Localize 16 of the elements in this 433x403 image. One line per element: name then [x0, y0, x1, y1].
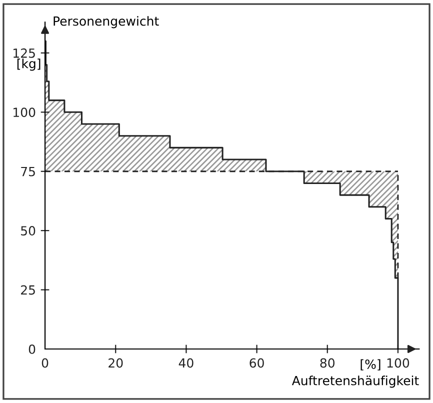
- y-axis-title: Personengewicht: [54, 16, 159, 28]
- text: [kg]: [17, 58, 40, 71]
- y-tick-label: 100: [14, 108, 36, 118]
- y-tick-label: 75: [21, 167, 35, 176]
- x-axis-title: Auftretenshäufigkeit: [292, 376, 419, 388]
- x-tick-label: 40: [178, 358, 194, 368]
- text: [%]: [360, 359, 380, 370]
- x-tick-label: 0: [42, 358, 48, 368]
- y-tick-label: 25: [21, 285, 35, 295]
- y-tick-label: 50: [21, 226, 36, 236]
- y-tick-label: 125: [14, 48, 35, 58]
- y-tick-label: 0: [28, 344, 36, 354]
- x-tick-label: 60: [250, 358, 264, 368]
- x-tick-label: 80: [320, 358, 335, 368]
- x-tick-label: 20: [108, 358, 123, 368]
- x-tick-label: 100: [387, 358, 410, 368]
